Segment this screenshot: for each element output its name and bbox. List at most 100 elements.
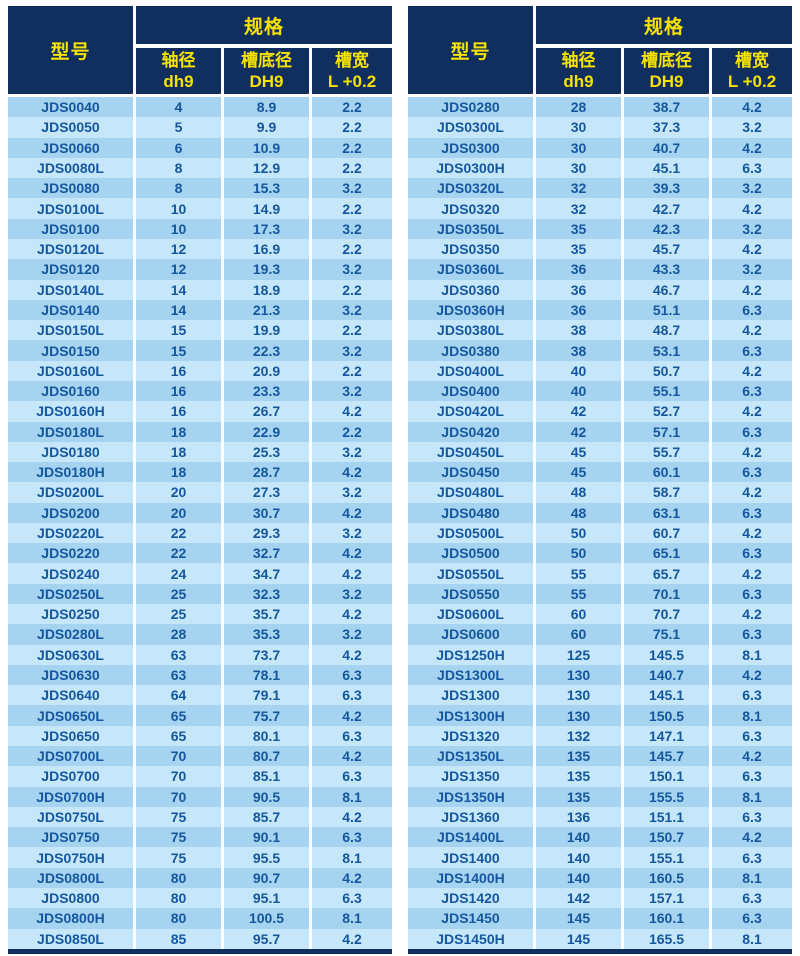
cell-groove-width: 3.2	[312, 259, 392, 280]
table-row: JDS0100L 10 14.9 2.2	[8, 198, 392, 219]
table-row: JDS0750 75 90.1 6.3	[8, 827, 392, 848]
cell-groove-bottom-diameter: 42.3	[624, 218, 709, 239]
cell-model: JDS0220L	[8, 522, 133, 544]
cell-groove-bottom-diameter: 160.1	[624, 908, 709, 929]
cell-model: JDS0250L	[8, 583, 133, 605]
cell-groove-width: 3.2	[312, 218, 392, 239]
cell-model: JDS1450	[408, 908, 533, 929]
cell-groove-bottom-diameter: 26.7	[224, 401, 309, 422]
cell-groove-bottom-diameter: 25.3	[224, 441, 309, 463]
cell-model: JDS1300H	[408, 705, 533, 726]
cell-model: JDS0200L	[8, 482, 133, 503]
header-groove-bottom-diameter: 槽底径 DH9	[624, 48, 709, 94]
cell-shaft-diameter: 18	[136, 441, 221, 463]
table-row: JDS0040 4 8.9 2.2	[8, 97, 392, 118]
cell-groove-width: 6.3	[312, 725, 392, 746]
table-row: JDS0700 70 85.1 6.3	[8, 766, 392, 787]
cell-model: JDS0550L	[408, 563, 533, 584]
cell-shaft-diameter: 28	[136, 624, 221, 645]
cell-shaft-diameter: 40	[536, 360, 621, 381]
table-row: JDS0220L 22 29.3 3.2	[8, 522, 392, 544]
table-row: JDS0800 80 95.1 6.3	[8, 887, 392, 909]
header-groove-width-cn: 槽宽	[335, 50, 369, 70]
cell-groove-width: 3.2	[712, 117, 792, 138]
cell-shaft-diameter: 32	[536, 198, 621, 219]
cell-groove-width: 4.2	[712, 97, 792, 118]
header-spec-group: 规格	[536, 6, 792, 44]
table-row: JDS1400 140 155.1 6.3	[408, 847, 792, 868]
cell-groove-bottom-diameter: 18.9	[224, 279, 309, 300]
cell-groove-bottom-diameter: 85.1	[224, 766, 309, 787]
cell-groove-width: 6.3	[312, 664, 392, 686]
cell-model: JDS1360	[408, 806, 533, 828]
cell-groove-width: 4.2	[312, 502, 392, 523]
cell-model: JDS0800	[8, 887, 133, 909]
cell-shaft-diameter: 70	[136, 766, 221, 787]
cell-groove-width: 4.2	[312, 928, 392, 949]
cell-groove-bottom-diameter: 50.7	[624, 360, 709, 381]
cell-shaft-diameter: 36	[536, 279, 621, 300]
table-row: JDS0700L 70 80.7 4.2	[8, 746, 392, 767]
cell-groove-width: 4.2	[712, 522, 792, 544]
table-row: JDS0200 20 30.7 4.2	[8, 502, 392, 523]
cell-groove-width: 6.3	[312, 766, 392, 787]
cell-groove-width: 6.3	[712, 502, 792, 523]
cell-groove-bottom-diameter: 155.1	[624, 847, 709, 868]
cell-model: JDS0160	[8, 380, 133, 402]
table-row: JDS0630 63 78.1 6.3	[8, 664, 392, 686]
cell-model: JDS0750H	[8, 847, 133, 868]
table-row: JDS0350 35 45.7 4.2	[408, 238, 792, 260]
cell-groove-bottom-diameter: 145.1	[624, 685, 709, 706]
cell-groove-width: 3.2	[712, 218, 792, 239]
cell-groove-bottom-diameter: 78.1	[224, 664, 309, 686]
table-row: JDS1350H 135 155.5 8.1	[408, 786, 792, 807]
table-row: JDS0200L 20 27.3 3.2	[8, 482, 392, 503]
cell-model: JDS0360L	[408, 259, 533, 280]
cell-model: JDS1420	[408, 887, 533, 909]
cell-model: JDS0700L	[8, 746, 133, 767]
cell-groove-bottom-diameter: 30.7	[224, 502, 309, 523]
cell-model: JDS0300L	[408, 117, 533, 138]
cell-groove-bottom-diameter: 22.9	[224, 421, 309, 442]
cell-model: JDS1320	[408, 725, 533, 746]
cell-shaft-diameter: 30	[536, 157, 621, 179]
header-spec-block: 规格 轴径 dh9 槽底径 DH9 槽宽 L +0.2	[136, 6, 392, 94]
table-row: JDS0700H 70 90.5 8.1	[8, 786, 392, 807]
cell-groove-bottom-diameter: 63.1	[624, 502, 709, 523]
table-row: JDS0140L 14 18.9 2.2	[8, 279, 392, 300]
cell-shaft-diameter: 130	[536, 685, 621, 706]
table-row: JDS0150L 15 19.9 2.2	[8, 320, 392, 341]
cell-model: JDS0180H	[8, 462, 133, 483]
table-header: 型号 规格 轴径 dh9 槽底径 DH9 槽宽 L +0.2	[408, 6, 792, 94]
cell-groove-bottom-diameter: 95.7	[224, 928, 309, 949]
cell-shaft-diameter: 130	[536, 664, 621, 686]
cell-model: JDS0380	[408, 340, 533, 361]
cell-model: JDS0850L	[8, 928, 133, 949]
cell-model: JDS0360	[408, 279, 533, 300]
table-row: JDS0320L 32 39.3 3.2	[408, 178, 792, 199]
table-row: JDS0150 15 22.3 3.2	[8, 340, 392, 361]
cell-groove-width: 4.2	[712, 664, 792, 686]
table-row: JDS0220 22 32.7 4.2	[8, 543, 392, 564]
cell-groove-width: 8.1	[312, 908, 392, 929]
table-row: JDS0300L 30 37.3 3.2	[408, 117, 792, 138]
cell-groove-bottom-diameter: 19.3	[224, 259, 309, 280]
cell-groove-bottom-diameter: 17.3	[224, 218, 309, 239]
cell-groove-width: 6.3	[712, 583, 792, 605]
table-row: JDS0180H 18 28.7 4.2	[8, 462, 392, 483]
cell-model: JDS0800H	[8, 908, 133, 929]
cell-groove-width: 8.1	[712, 928, 792, 949]
cell-shaft-diameter: 70	[136, 746, 221, 767]
cell-groove-width: 2.2	[312, 97, 392, 118]
cell-groove-width: 4.2	[312, 806, 392, 828]
table-row: JDS0050 5 9.9 2.2	[8, 117, 392, 138]
cell-model: JDS0300H	[408, 157, 533, 179]
cell-groove-bottom-diameter: 9.9	[224, 117, 309, 138]
cell-model: JDS0120	[8, 259, 133, 280]
cell-groove-bottom-diameter: 70.7	[624, 604, 709, 625]
cell-model: JDS0450	[408, 462, 533, 483]
cell-shaft-diameter: 136	[536, 806, 621, 828]
table-row: JDS0180 18 25.3 3.2	[8, 441, 392, 463]
table-row: JDS0080L 8 12.9 2.2	[8, 157, 392, 179]
